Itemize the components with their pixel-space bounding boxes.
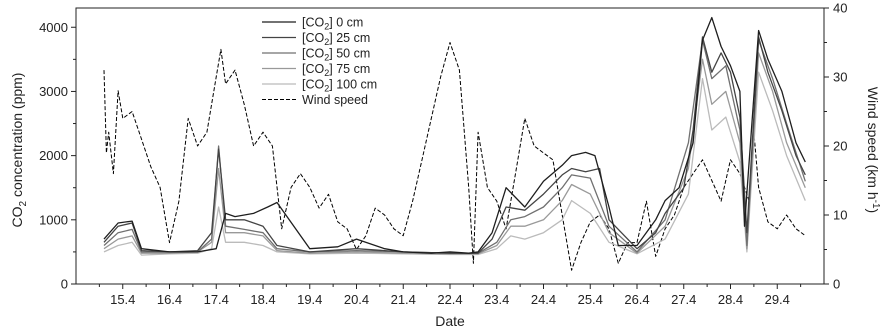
y-right-title-main: Wind speed (km h [865, 87, 881, 200]
y-right-tick-label: 0 [833, 277, 840, 292]
x-tick-label: 19.4 [297, 292, 322, 307]
x-tick-label: 29.4 [765, 292, 790, 307]
y-axis-right-title: Wind speed (km h-1) [865, 87, 881, 213]
x-tick-label: 15.4 [110, 292, 135, 307]
legend-label: [CO2] 75 cm [302, 62, 370, 78]
y-right-tick-label: 10 [833, 208, 847, 223]
legend-label: [CO2] 25 cm [302, 31, 370, 47]
y-axis-left: 0 1000 2000 3000 4000 [39, 20, 76, 292]
y-left-tick-label: 1000 [39, 212, 68, 227]
y-axis-right: 0 10 20 30 40 [824, 1, 847, 292]
x-tick-label: 22.4 [437, 292, 462, 307]
x-tick-label: 23.4 [484, 292, 509, 307]
legend-label: [CO2] 0 cm [302, 16, 363, 32]
series-line-1 [103, 36, 806, 254]
x-tick-label: 27.4 [671, 292, 696, 307]
plot-frame [75, 7, 825, 285]
y-axis-left-title: CO2 concentration (ppm) [9, 73, 29, 228]
y-left-title-rest: concentration (ppm) [9, 73, 25, 201]
series-line-3 [103, 52, 806, 255]
series-line-5 [103, 42, 806, 271]
series-line-2 [103, 39, 806, 254]
x-tick-label: 25.4 [578, 292, 603, 307]
y-left-tick-label: 2000 [39, 148, 68, 163]
y-left-tick-label: 0 [61, 277, 68, 292]
legend-label: Wind speed [302, 93, 368, 107]
y-right-title-sup: -1 [870, 200, 881, 209]
y-right-title-rest: ) [865, 209, 881, 214]
x-tick-label: 16.4 [157, 292, 182, 307]
x-tick-label: 17.4 [204, 292, 229, 307]
x-tick-label: 26.4 [624, 292, 649, 307]
x-axis: 15.4 16.4 17.4 18.4 19.4 20.4 21.4 22.4 23.4 24.4… [98, 284, 802, 307]
y-right-tick-label: 20 [833, 139, 847, 154]
y-left-tick-label: 4000 [39, 20, 68, 35]
legend-label: [CO2] 100 cm [302, 78, 377, 94]
x-tick-label: 21.4 [391, 292, 416, 307]
legend: [CO2] 0 cm[CO2] 25 cm[CO2] 50 cm[CO2] 75… [262, 16, 377, 107]
x-axis-title: Date [435, 313, 465, 329]
x-tick-label: 28.4 [718, 292, 743, 307]
y-right-tick-label: 30 [833, 70, 847, 85]
legend-label: [CO2] 50 cm [302, 47, 370, 63]
x-tick-label: 24.4 [531, 292, 556, 307]
series-line-4 [103, 71, 806, 256]
y-left-title-sub: 2 [18, 200, 29, 206]
y-left-tick-label: 3000 [39, 84, 68, 99]
x-tick-label: 18.4 [250, 292, 275, 307]
series-line-0 [103, 16, 806, 254]
y-left-title-main: CO [9, 206, 25, 227]
y-right-tick-label: 40 [833, 1, 847, 16]
x-tick-label: 20.4 [344, 292, 369, 307]
plot-series-lines [103, 16, 806, 271]
